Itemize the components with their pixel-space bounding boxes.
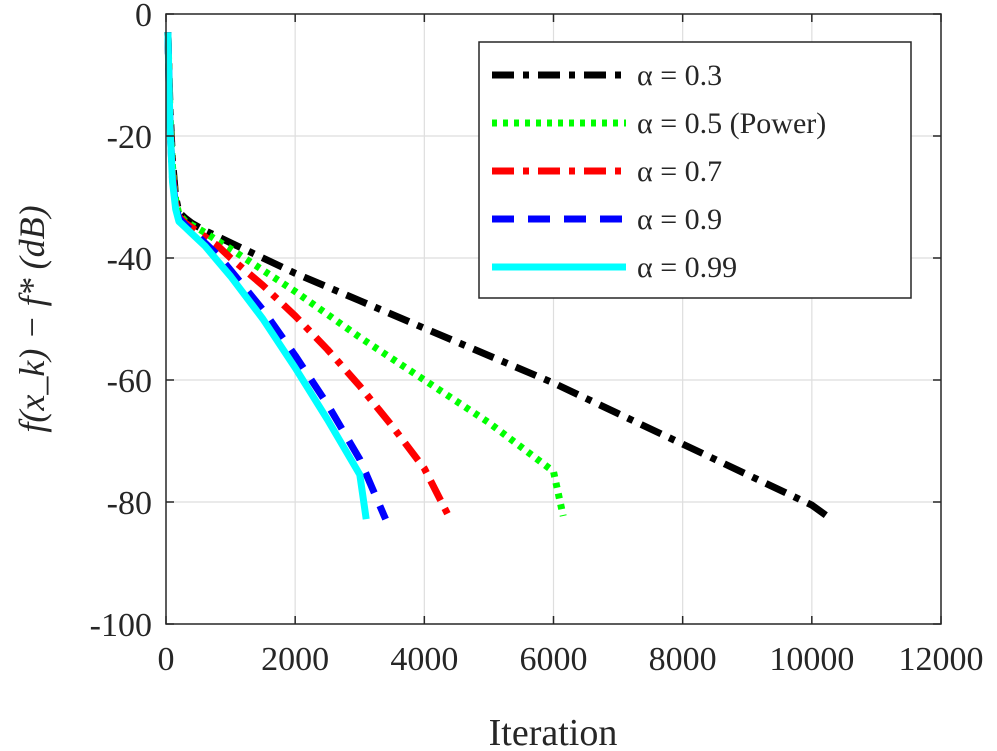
legend-label-1: α = 0.3 bbox=[637, 59, 722, 92]
x-tick-label: 12000 bbox=[899, 641, 984, 678]
y-tick-label: -60 bbox=[107, 363, 152, 400]
x-tick-label: 4000 bbox=[390, 641, 458, 678]
y-tick-labels: 0 -20 -40 -60 -80 -100 bbox=[90, 0, 152, 644]
series-line-5 bbox=[164, 32, 370, 520]
x-tick-label: 0 bbox=[158, 641, 175, 678]
x-tick-label: 2000 bbox=[261, 641, 329, 678]
x-axis-label: Iteration bbox=[489, 712, 618, 751]
series-lines bbox=[164, 32, 834, 522]
y-tick-label: -40 bbox=[107, 241, 152, 278]
x-tick-label: 8000 bbox=[649, 641, 717, 678]
legend-label-3: α = 0.7 bbox=[637, 155, 722, 188]
y-tick-label: 0 bbox=[135, 0, 152, 34]
y-tick-label: -80 bbox=[107, 485, 152, 522]
legend-label-5: α = 0.99 bbox=[637, 251, 737, 284]
svg-text:f(x_k) − f* (dB): f(x_k) − f* (dB) bbox=[12, 205, 52, 432]
legend-label-4: α = 0.9 bbox=[637, 203, 722, 236]
y-axis-label: f(x_k) − f* (dB) bbox=[12, 205, 52, 432]
x-tick-label: 6000 bbox=[520, 641, 588, 678]
y-tick-label: -100 bbox=[90, 607, 152, 644]
y-tick-label: -20 bbox=[107, 119, 152, 156]
y-axis-label-text: f(x_k) − f* (dB) bbox=[12, 205, 52, 432]
legend: α = 0.3 α = 0.5 (Power) α = 0.7 α = 0.9 α = … bbox=[478, 41, 912, 299]
legend-label-2: α = 0.5 (Power) bbox=[637, 107, 826, 140]
series-line-3 bbox=[164, 32, 454, 521]
x-tick-labels: 0 2000 4000 6000 8000 10000 12000 bbox=[158, 641, 984, 678]
x-tick-label: 10000 bbox=[769, 641, 854, 678]
axis-ticks bbox=[165, 13, 942, 625]
